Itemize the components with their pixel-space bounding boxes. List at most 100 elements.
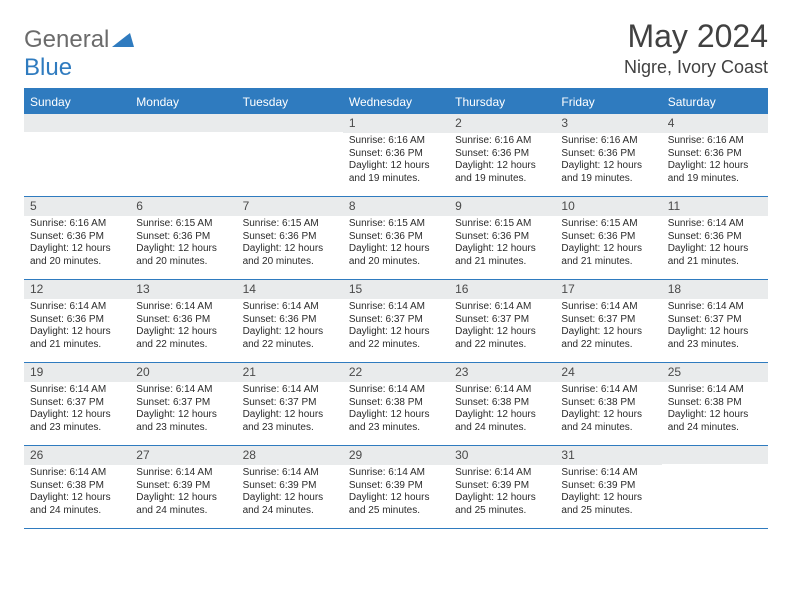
sunset-line: Sunset: 6:37 PM (349, 314, 443, 327)
day-details: Sunrise: 6:14 AMSunset: 6:37 PMDaylight:… (555, 299, 661, 355)
calendar-cell (237, 114, 343, 196)
daylight-line: Daylight: 12 hours and 19 minutes. (349, 160, 443, 185)
brand-logo: General Blue (24, 26, 134, 82)
title-block: May 2024 Nigre, Ivory Coast (624, 18, 768, 78)
day-number: 11 (662, 197, 768, 216)
daylight-line: Daylight: 12 hours and 21 minutes. (668, 243, 762, 268)
day-number (237, 114, 343, 132)
sunset-line: Sunset: 6:36 PM (30, 231, 124, 244)
sunset-line: Sunset: 6:39 PM (136, 480, 230, 493)
day-details: Sunrise: 6:14 AMSunset: 6:37 PMDaylight:… (449, 299, 555, 355)
sunrise-line: Sunrise: 6:14 AM (668, 384, 762, 397)
calendar-cell: 21Sunrise: 6:14 AMSunset: 6:37 PMDayligh… (237, 363, 343, 445)
sunset-line: Sunset: 6:37 PM (136, 397, 230, 410)
day-details: Sunrise: 6:16 AMSunset: 6:36 PMDaylight:… (24, 216, 130, 272)
daylight-line: Daylight: 12 hours and 24 minutes. (455, 409, 549, 434)
daylight-line: Daylight: 12 hours and 22 minutes. (561, 326, 655, 351)
calendar-cell: 27Sunrise: 6:14 AMSunset: 6:39 PMDayligh… (130, 446, 236, 528)
sunset-line: Sunset: 6:36 PM (668, 231, 762, 244)
daylight-line: Daylight: 12 hours and 20 minutes. (243, 243, 337, 268)
daylight-line: Daylight: 12 hours and 19 minutes. (455, 160, 549, 185)
calendar-cell: 31Sunrise: 6:14 AMSunset: 6:39 PMDayligh… (555, 446, 661, 528)
daylight-line: Daylight: 12 hours and 22 minutes. (455, 326, 549, 351)
calendar-cell: 10Sunrise: 6:15 AMSunset: 6:36 PMDayligh… (555, 197, 661, 279)
day-details: Sunrise: 6:14 AMSunset: 6:37 PMDaylight:… (24, 382, 130, 438)
calendar-cell: 4Sunrise: 6:16 AMSunset: 6:36 PMDaylight… (662, 114, 768, 196)
daylight-line: Daylight: 12 hours and 21 minutes. (30, 326, 124, 351)
location-label: Nigre, Ivory Coast (624, 57, 768, 78)
daylight-line: Daylight: 12 hours and 20 minutes. (136, 243, 230, 268)
calendar-week: 12Sunrise: 6:14 AMSunset: 6:36 PMDayligh… (24, 280, 768, 363)
calendar-cell: 28Sunrise: 6:14 AMSunset: 6:39 PMDayligh… (237, 446, 343, 528)
sunset-line: Sunset: 6:36 PM (243, 314, 337, 327)
sunrise-line: Sunrise: 6:16 AM (561, 135, 655, 148)
day-details: Sunrise: 6:15 AMSunset: 6:36 PMDaylight:… (449, 216, 555, 272)
daylight-line: Daylight: 12 hours and 24 minutes. (561, 409, 655, 434)
day-details: Sunrise: 6:14 AMSunset: 6:39 PMDaylight:… (237, 465, 343, 521)
day-details: Sunrise: 6:16 AMSunset: 6:36 PMDaylight:… (449, 133, 555, 189)
sunset-line: Sunset: 6:38 PM (349, 397, 443, 410)
sunrise-line: Sunrise: 6:14 AM (136, 467, 230, 480)
day-number: 9 (449, 197, 555, 216)
day-number: 14 (237, 280, 343, 299)
daylight-line: Daylight: 12 hours and 21 minutes. (561, 243, 655, 268)
day-details: Sunrise: 6:16 AMSunset: 6:36 PMDaylight:… (555, 133, 661, 189)
weekday-header: Tuesday (237, 90, 343, 114)
calendar-week: 19Sunrise: 6:14 AMSunset: 6:37 PMDayligh… (24, 363, 768, 446)
sunset-line: Sunset: 6:36 PM (561, 148, 655, 161)
sunset-line: Sunset: 6:39 PM (243, 480, 337, 493)
sunset-line: Sunset: 6:37 PM (243, 397, 337, 410)
daylight-line: Daylight: 12 hours and 25 minutes. (455, 492, 549, 517)
calendar-cell: 1Sunrise: 6:16 AMSunset: 6:36 PMDaylight… (343, 114, 449, 196)
sunrise-line: Sunrise: 6:16 AM (455, 135, 549, 148)
page-header: General Blue May 2024 Nigre, Ivory Coast (24, 18, 768, 82)
day-number: 6 (130, 197, 236, 216)
daylight-line: Daylight: 12 hours and 22 minutes. (349, 326, 443, 351)
sunset-line: Sunset: 6:36 PM (243, 231, 337, 244)
day-details: Sunrise: 6:14 AMSunset: 6:38 PMDaylight:… (449, 382, 555, 438)
day-details: Sunrise: 6:15 AMSunset: 6:36 PMDaylight:… (237, 216, 343, 272)
sunrise-line: Sunrise: 6:14 AM (349, 384, 443, 397)
sunrise-line: Sunrise: 6:14 AM (30, 384, 124, 397)
day-details: Sunrise: 6:14 AMSunset: 6:37 PMDaylight:… (343, 299, 449, 355)
calendar-cell: 13Sunrise: 6:14 AMSunset: 6:36 PMDayligh… (130, 280, 236, 362)
day-number: 7 (237, 197, 343, 216)
daylight-line: Daylight: 12 hours and 20 minutes. (349, 243, 443, 268)
day-details: Sunrise: 6:15 AMSunset: 6:36 PMDaylight:… (130, 216, 236, 272)
day-number: 23 (449, 363, 555, 382)
sunset-line: Sunset: 6:37 PM (30, 397, 124, 410)
day-number: 13 (130, 280, 236, 299)
sunrise-line: Sunrise: 6:14 AM (561, 384, 655, 397)
day-number: 18 (662, 280, 768, 299)
sunrise-line: Sunrise: 6:14 AM (561, 467, 655, 480)
calendar-body: 1Sunrise: 6:16 AMSunset: 6:36 PMDaylight… (24, 114, 768, 529)
day-number: 3 (555, 114, 661, 133)
sunset-line: Sunset: 6:37 PM (455, 314, 549, 327)
day-details: Sunrise: 6:14 AMSunset: 6:36 PMDaylight:… (130, 299, 236, 355)
calendar-cell: 17Sunrise: 6:14 AMSunset: 6:37 PMDayligh… (555, 280, 661, 362)
day-number: 19 (24, 363, 130, 382)
sunrise-line: Sunrise: 6:14 AM (455, 467, 549, 480)
sunset-line: Sunset: 6:36 PM (136, 231, 230, 244)
daylight-line: Daylight: 12 hours and 23 minutes. (668, 326, 762, 351)
calendar-cell: 15Sunrise: 6:14 AMSunset: 6:37 PMDayligh… (343, 280, 449, 362)
day-details: Sunrise: 6:15 AMSunset: 6:36 PMDaylight:… (555, 216, 661, 272)
day-number: 25 (662, 363, 768, 382)
sunset-line: Sunset: 6:38 PM (455, 397, 549, 410)
calendar-cell: 29Sunrise: 6:14 AMSunset: 6:39 PMDayligh… (343, 446, 449, 528)
sunrise-line: Sunrise: 6:14 AM (455, 384, 549, 397)
sunrise-line: Sunrise: 6:15 AM (561, 218, 655, 231)
sunrise-line: Sunrise: 6:16 AM (30, 218, 124, 231)
sunrise-line: Sunrise: 6:14 AM (668, 218, 762, 231)
day-number: 4 (662, 114, 768, 133)
calendar-cell: 20Sunrise: 6:14 AMSunset: 6:37 PMDayligh… (130, 363, 236, 445)
weekday-header: Thursday (449, 90, 555, 114)
calendar-cell: 19Sunrise: 6:14 AMSunset: 6:37 PMDayligh… (24, 363, 130, 445)
calendar-cell: 26Sunrise: 6:14 AMSunset: 6:38 PMDayligh… (24, 446, 130, 528)
sunrise-line: Sunrise: 6:14 AM (136, 384, 230, 397)
sunrise-line: Sunrise: 6:15 AM (349, 218, 443, 231)
sunrise-line: Sunrise: 6:14 AM (30, 467, 124, 480)
calendar-cell: 18Sunrise: 6:14 AMSunset: 6:37 PMDayligh… (662, 280, 768, 362)
sunrise-line: Sunrise: 6:14 AM (349, 467, 443, 480)
daylight-line: Daylight: 12 hours and 21 minutes. (455, 243, 549, 268)
